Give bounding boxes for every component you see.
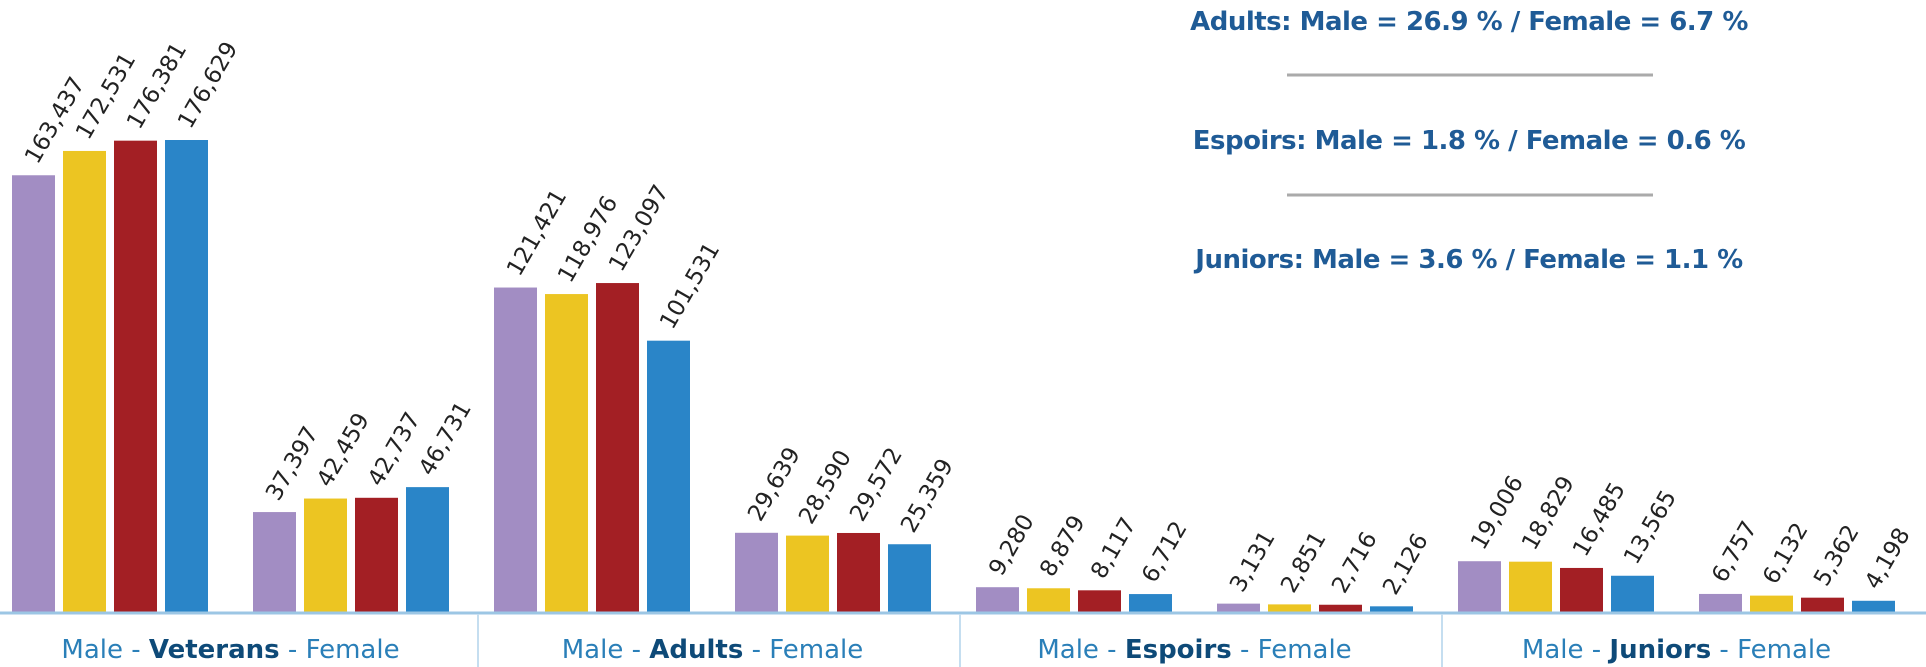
bar [1370, 606, 1413, 612]
group-label: Male - Veterans - Female [61, 635, 399, 665]
bar [1217, 603, 1260, 612]
group-label-prefix: Male - [1522, 635, 1610, 665]
data-label: 8,879 [1035, 511, 1090, 581]
bar [355, 497, 398, 612]
data-label: 2,851 [1276, 527, 1331, 597]
group-label-prefix: Male - [1037, 635, 1125, 665]
bar [888, 544, 931, 612]
bar [1458, 561, 1501, 612]
bar [545, 294, 588, 612]
bar [1319, 604, 1362, 612]
bar [406, 487, 449, 612]
bar [1509, 561, 1552, 612]
group-label: Male - Adults - Female [562, 635, 863, 665]
data-label: 101,531 [655, 238, 725, 333]
annotation: Juniors: Male = 3.6 % / Female = 1.1 % [1193, 245, 1743, 275]
bar [786, 535, 829, 612]
group-label-suffix: - Female [743, 635, 863, 665]
group-label-suffix: - Female [1232, 635, 1352, 665]
bar [114, 140, 157, 612]
data-label: 13,565 [1619, 486, 1682, 569]
bar [253, 512, 296, 612]
group-label-name: Juniors [1607, 635, 1711, 665]
bar [1699, 593, 1742, 612]
group-label-name: Adults [649, 635, 743, 665]
bar [494, 287, 537, 612]
data-label: 25,359 [896, 455, 959, 538]
bar [1611, 575, 1654, 612]
group-label-name: Veterans [149, 635, 280, 665]
data-label: 6,712 [1137, 517, 1192, 587]
data-label: 37,397 [261, 422, 324, 505]
data-label: 16,485 [1568, 478, 1631, 561]
annotation: Adults: Male = 26.9 % / Female = 6.7 % [1190, 7, 1748, 37]
bar [735, 532, 778, 612]
bar [1801, 597, 1844, 612]
bar [1078, 590, 1121, 612]
bar [1852, 600, 1895, 612]
data-label: 4,198 [1860, 524, 1915, 594]
data-label: 9,280 [984, 510, 1039, 580]
bar [596, 283, 639, 612]
group-label-prefix: Male - [562, 635, 650, 665]
bar [647, 340, 690, 612]
annotation: Espoirs: Male = 1.8 % / Female = 0.6 % [1193, 126, 1746, 156]
data-label: 6,132 [1758, 519, 1813, 589]
bar [165, 140, 208, 612]
bar [1750, 595, 1793, 612]
data-label: 3,131 [1225, 527, 1280, 597]
data-label: 6,757 [1707, 517, 1762, 587]
data-label: 29,572 [845, 443, 908, 526]
bar [63, 150, 106, 612]
data-label: 123,097 [604, 181, 674, 276]
data-label: 5,362 [1809, 521, 1864, 591]
group-label-suffix: - Female [280, 635, 400, 665]
bar [1129, 594, 1172, 612]
group-label-name: Espoirs [1125, 635, 1232, 665]
bar [304, 498, 347, 612]
bar [976, 587, 1019, 612]
data-label: 2,126 [1378, 529, 1433, 599]
group-label-prefix: Male - [61, 635, 149, 665]
group-label: Male - Espoirs - Female [1037, 635, 1351, 665]
bar [12, 175, 55, 612]
bar [1027, 588, 1070, 612]
data-label: 8,117 [1086, 513, 1141, 583]
bar [1268, 604, 1311, 612]
group-label-suffix: - Female [1711, 635, 1831, 665]
data-label: 2,716 [1327, 528, 1382, 598]
data-label: 46,731 [414, 397, 477, 480]
bar [1560, 567, 1603, 612]
bar [837, 532, 880, 612]
group-label: Male - Juniors - Female [1522, 635, 1831, 665]
